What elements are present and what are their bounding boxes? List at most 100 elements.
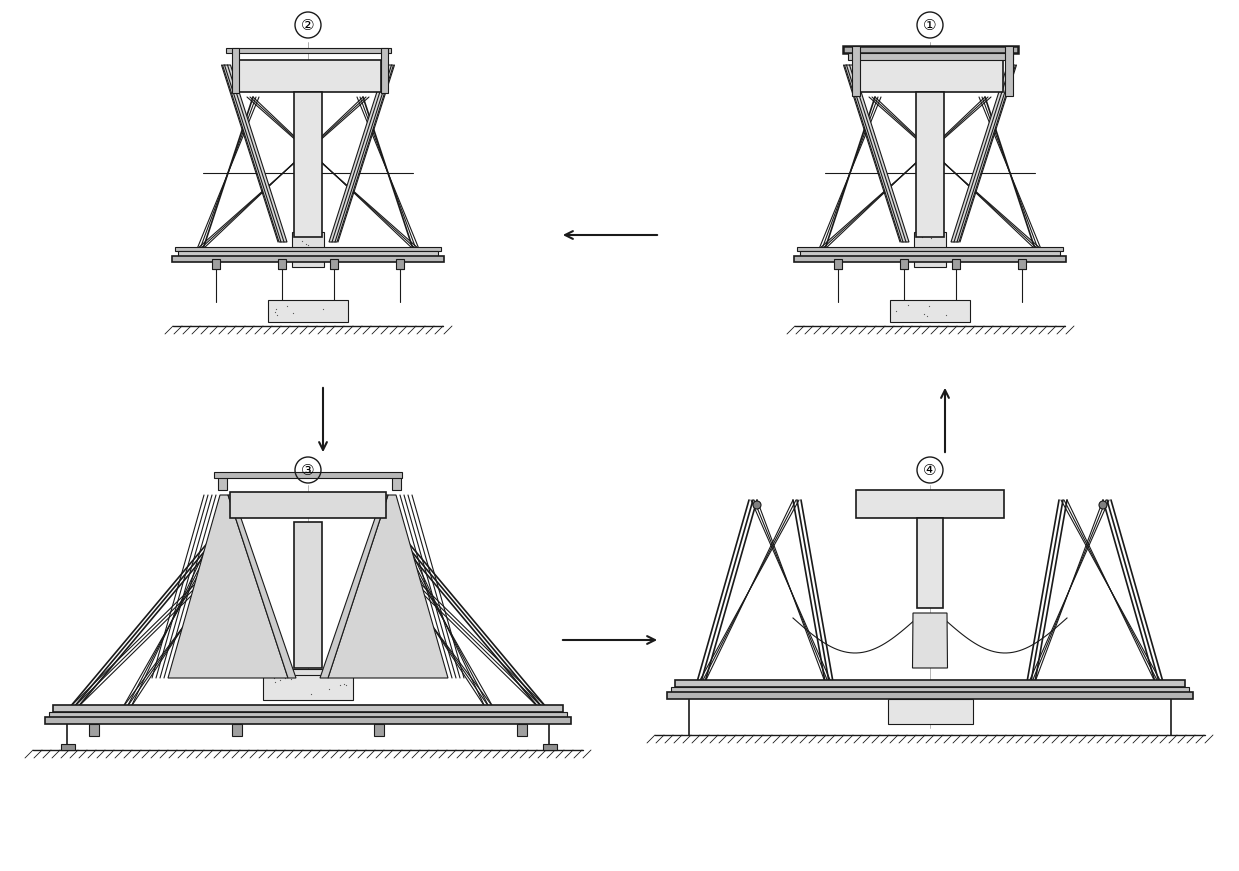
Bar: [543, 744, 558, 750]
Bar: [212, 259, 219, 269]
Point: [333, 76, 353, 90]
Point: [921, 115, 940, 129]
Point: [295, 216, 315, 230]
Point: [926, 141, 945, 155]
Point: [921, 131, 940, 145]
Point: [305, 121, 325, 135]
Point: [290, 542, 310, 556]
Point: [934, 499, 954, 513]
Point: [983, 64, 1002, 78]
Point: [304, 590, 323, 604]
Point: [286, 66, 306, 80]
Point: [912, 231, 932, 245]
Bar: [53, 705, 563, 712]
Polygon shape: [912, 613, 948, 668]
Point: [913, 631, 933, 645]
Point: [944, 69, 964, 83]
Bar: [834, 259, 841, 269]
Point: [957, 60, 976, 74]
Bar: [230, 492, 387, 518]
Bar: [294, 522, 322, 668]
Point: [325, 493, 344, 507]
Point: [240, 61, 260, 75]
Bar: [914, 232, 947, 267]
Point: [886, 490, 906, 504]
Point: [291, 220, 311, 234]
Point: [264, 672, 284, 685]
Point: [313, 301, 333, 315]
Point: [252, 494, 271, 508]
Point: [305, 549, 325, 563]
Point: [921, 180, 940, 194]
Point: [352, 502, 372, 516]
Point: [291, 234, 311, 248]
Point: [304, 558, 323, 572]
Point: [857, 501, 877, 515]
Bar: [857, 60, 1002, 92]
Bar: [890, 300, 970, 322]
Point: [929, 625, 949, 638]
Point: [304, 641, 323, 655]
Point: [909, 705, 929, 719]
Point: [935, 308, 955, 322]
Point: [914, 78, 934, 91]
Bar: [675, 680, 1184, 687]
Text: ④: ④: [923, 463, 937, 477]
Point: [916, 647, 935, 661]
Bar: [380, 48, 388, 93]
Point: [301, 618, 321, 631]
Bar: [392, 476, 401, 490]
Point: [294, 648, 313, 662]
Point: [307, 163, 327, 177]
Point: [919, 300, 939, 314]
Point: [887, 69, 907, 83]
Bar: [45, 717, 571, 724]
Bar: [851, 46, 860, 96]
Bar: [800, 251, 1061, 256]
Point: [896, 490, 916, 504]
Point: [300, 667, 320, 681]
Bar: [900, 259, 908, 269]
Point: [265, 305, 285, 319]
Point: [344, 62, 364, 76]
Point: [917, 206, 937, 220]
Point: [924, 592, 944, 606]
Bar: [916, 92, 944, 237]
Bar: [225, 48, 390, 53]
Point: [923, 615, 943, 629]
Point: [265, 675, 285, 689]
Text: ②: ②: [301, 17, 315, 32]
Point: [911, 134, 930, 148]
Point: [914, 253, 934, 267]
Point: [296, 645, 316, 658]
Point: [278, 299, 297, 313]
Point: [917, 179, 937, 192]
Point: [281, 672, 301, 685]
Circle shape: [1099, 501, 1106, 509]
Polygon shape: [320, 495, 388, 678]
Point: [918, 501, 938, 515]
Point: [302, 132, 322, 145]
Point: [276, 502, 296, 516]
Bar: [232, 724, 242, 736]
Point: [921, 215, 940, 229]
Point: [302, 172, 322, 186]
Point: [232, 77, 252, 91]
Bar: [235, 60, 380, 92]
Point: [913, 531, 933, 545]
Point: [983, 65, 1002, 79]
Point: [914, 531, 934, 545]
Point: [886, 304, 906, 318]
Text: ③: ③: [301, 463, 315, 477]
Bar: [218, 476, 227, 490]
Bar: [232, 48, 238, 93]
Point: [963, 78, 983, 92]
Point: [275, 671, 295, 685]
Bar: [667, 692, 1193, 699]
Point: [869, 496, 888, 510]
Point: [927, 191, 947, 205]
Polygon shape: [845, 65, 909, 242]
Circle shape: [753, 501, 761, 509]
Point: [254, 78, 274, 91]
Bar: [797, 247, 1063, 251]
